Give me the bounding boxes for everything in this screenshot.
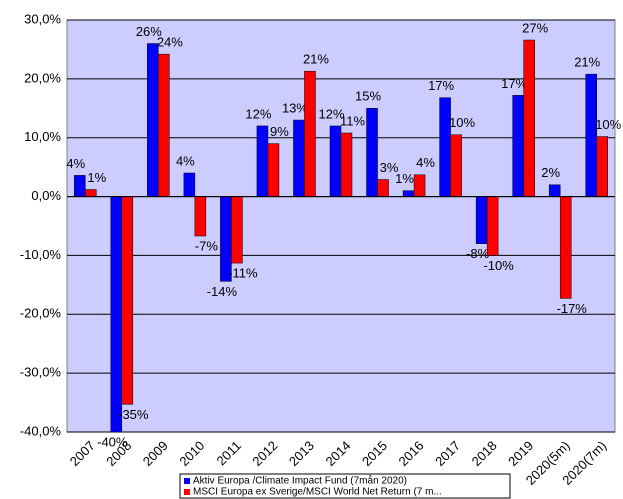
value-label: -10%	[483, 258, 514, 273]
value-label: -17%	[557, 301, 588, 316]
value-label: 10%	[449, 115, 475, 130]
value-label: 1%	[87, 170, 106, 185]
bar	[158, 53, 170, 197]
bar	[85, 189, 97, 197]
value-label: -35%	[118, 407, 149, 422]
x-tick-label: 2018	[469, 438, 500, 469]
value-label: 4%	[416, 155, 435, 170]
bar	[304, 70, 316, 197]
bar	[475, 196, 488, 244]
value-label: 15%	[355, 89, 381, 104]
bar	[439, 97, 451, 197]
legend-label: Aktiv Europa /Climate Impact Fund (7mån …	[193, 475, 407, 487]
bar	[183, 172, 196, 197]
bar	[366, 108, 378, 197]
x-tick-label: 2015	[359, 438, 390, 469]
x-tick-label: 2012	[249, 438, 280, 469]
value-label: 12%	[245, 106, 271, 121]
value-label: -40%	[97, 434, 128, 449]
value-label: 17%	[428, 78, 454, 93]
value-label: 21%	[574, 55, 600, 70]
value-label: 4%	[66, 156, 85, 171]
legend-box	[179, 473, 511, 499]
bar	[147, 43, 159, 197]
bar	[121, 196, 134, 405]
value-label: 27%	[522, 20, 548, 35]
bar	[231, 196, 243, 264]
y-tick-label: 20,0%	[24, 70, 61, 85]
value-label: 17%	[501, 76, 527, 91]
legend-swatch	[184, 478, 190, 484]
value-label: 10%	[595, 117, 621, 132]
x-tick-label: 2016	[396, 438, 427, 469]
value-label: 26%	[136, 24, 162, 39]
x-tick-label: 2007	[67, 438, 98, 469]
bar	[402, 190, 415, 197]
value-label: -8%	[466, 246, 490, 261]
bar	[256, 125, 269, 197]
value-label: 9%	[270, 124, 289, 139]
bar	[548, 184, 561, 197]
value-label: -14%	[207, 284, 238, 299]
x-tick-label: 2011	[214, 438, 244, 468]
y-tick-label: 30,0%	[24, 11, 61, 26]
value-label: 4%	[176, 153, 195, 168]
bar	[559, 196, 572, 299]
value-label: 24%	[157, 35, 183, 50]
bar	[512, 95, 524, 197]
bar	[486, 196, 499, 256]
bar	[523, 39, 535, 197]
x-tick-label: 2017	[432, 438, 463, 469]
bar	[267, 143, 280, 197]
x-tick-label: 2009	[140, 438, 171, 469]
value-label: 2%	[541, 165, 560, 180]
value-label: 11%	[340, 113, 365, 128]
value-label: 13%	[282, 100, 308, 115]
legend-label: MSCI Europa ex Sverige/MSCI World Net Re…	[193, 487, 442, 498]
bar	[194, 196, 207, 237]
bar	[293, 119, 305, 197]
y-tick-label: 0,0%	[31, 188, 61, 203]
bar	[377, 179, 389, 197]
bar	[413, 174, 426, 197]
x-tick-label: 2013	[286, 438, 317, 469]
bar	[329, 125, 342, 197]
bar	[340, 132, 353, 197]
bar	[450, 134, 462, 197]
y-tick-label: -10,0%	[20, 247, 62, 262]
y-tick-label: 10,0%	[24, 129, 61, 144]
x-tick-label: 2014	[322, 438, 353, 469]
value-label: 1%	[395, 171, 414, 186]
value-label: 21%	[303, 52, 329, 67]
value-label: -7%	[195, 238, 219, 253]
x-tick-label: 2019	[505, 438, 536, 469]
value-label: 3%	[380, 160, 399, 175]
bar	[585, 73, 597, 197]
x-tick-label: 2010	[176, 438, 207, 469]
legend-swatch	[184, 489, 190, 495]
y-tick-label: -40,0%	[20, 423, 62, 438]
bar	[74, 175, 86, 197]
value-label: -11%	[228, 266, 258, 281]
bar	[110, 196, 123, 433]
y-tick-label: -20,0%	[20, 306, 62, 321]
y-tick-label: -30,0%	[20, 365, 62, 380]
bar	[596, 136, 608, 197]
value-label: 12%	[318, 106, 344, 121]
